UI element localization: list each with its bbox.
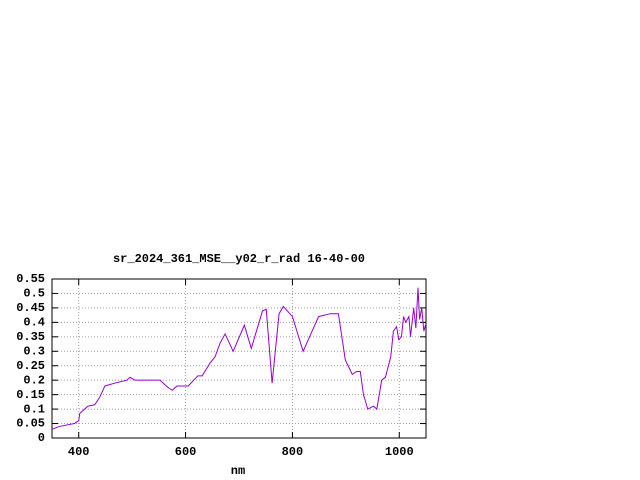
y-tick-label: 0.55	[16, 272, 45, 286]
y-tick-label: 0	[38, 431, 45, 445]
chart-title: sr_2024_361_MSE__y02_r_rad 16-40-00	[113, 252, 365, 266]
y-tick-label: 0.1	[23, 402, 45, 416]
y-tick-label: 0.35	[16, 330, 45, 344]
x-tick-label: 800	[282, 445, 304, 459]
y-tick-label: 0.4	[23, 316, 45, 330]
y-tick-label: 0.25	[16, 359, 45, 373]
x-tick-label: 600	[175, 445, 197, 459]
x-tick-label: 1000	[385, 445, 414, 459]
y-tick-label: 0.2	[23, 373, 45, 387]
y-tick-label: 0.5	[23, 287, 45, 301]
y-tick-label: 0.15	[16, 388, 45, 402]
data-line	[51, 287, 426, 430]
y-tick-label: 0.3	[23, 344, 45, 358]
x-axis-label: nm	[231, 464, 245, 478]
y-tick-label: 0.05	[16, 417, 45, 431]
y-tick-label: 0.45	[16, 301, 45, 315]
x-tick-label: 400	[68, 445, 90, 459]
plot-frame	[51, 278, 427, 439]
